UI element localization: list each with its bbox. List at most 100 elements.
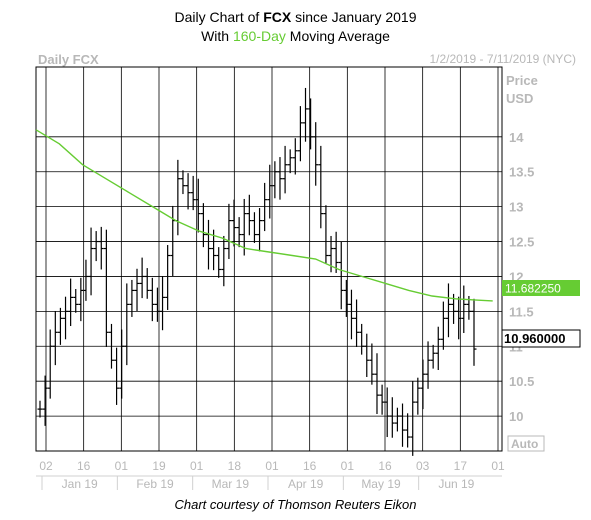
ohlc-bar bbox=[129, 279, 135, 317]
chart-header: Daily FCX 1/2/2019 - 7/11/2019 (NYC) bbox=[34, 50, 578, 68]
ohlc-bar bbox=[318, 145, 324, 229]
ohlc-bar bbox=[175, 159, 181, 236]
x-day-label: 18 bbox=[228, 459, 242, 473]
ohlc-bar bbox=[47, 329, 53, 399]
ohlc-bar bbox=[338, 241, 344, 310]
x-month-label: Apr 19 bbox=[288, 477, 324, 491]
ohlc-bar bbox=[425, 341, 431, 389]
x-day-label: 17 bbox=[454, 459, 468, 473]
x-day-label: 01 bbox=[341, 459, 355, 473]
ma-period: 160-Day bbox=[232, 28, 286, 44]
ohlc-bar bbox=[57, 307, 63, 345]
ohlc-bar bbox=[359, 323, 365, 355]
price-axis-title: Price USD bbox=[506, 72, 538, 108]
ohlc-bar bbox=[78, 277, 84, 322]
ohlc-bar bbox=[343, 279, 349, 317]
ohlc-bar bbox=[323, 205, 329, 264]
ohlc-bar bbox=[415, 377, 421, 415]
ohlc-bar bbox=[400, 403, 406, 447]
x-day-label: 01 bbox=[491, 459, 505, 473]
ohlc-bar bbox=[277, 157, 283, 200]
ohlc-bar bbox=[456, 296, 462, 340]
ohlc-bar bbox=[267, 164, 273, 219]
ohlc-bar bbox=[384, 387, 390, 438]
chart-title: Daily Chart of FCX since January 2019 Wi… bbox=[0, 8, 591, 46]
ohlc-bar bbox=[272, 161, 278, 199]
x-day-label: 03 bbox=[416, 459, 430, 473]
last-value-text: 10.960000 bbox=[504, 331, 565, 346]
auto-scale-button[interactable]: Auto bbox=[507, 435, 545, 452]
ohlc-bar bbox=[144, 268, 150, 299]
x-month-label: Jun 19 bbox=[438, 477, 474, 491]
y-tick-label: 13.5 bbox=[509, 165, 534, 180]
ohlc-bar bbox=[282, 145, 288, 194]
ohlc-bar bbox=[103, 229, 109, 347]
x-day-label: 16 bbox=[77, 459, 91, 473]
ohlc-bar bbox=[119, 329, 125, 399]
ohlc-bar bbox=[134, 268, 140, 312]
ohlc-bar bbox=[333, 231, 339, 273]
price-bars bbox=[37, 87, 477, 456]
ma-value-text: 11.682250 bbox=[505, 282, 561, 296]
ohlc-bar bbox=[364, 333, 370, 377]
ohlc-bar bbox=[405, 413, 411, 448]
moving-average-line bbox=[35, 129, 493, 302]
ohlc-bar bbox=[410, 381, 416, 456]
date-range-label: 1/2/2019 - 7/11/2019 (NYC) bbox=[429, 52, 576, 66]
x-day-label: 01 bbox=[115, 459, 129, 473]
ohlc-bar bbox=[93, 231, 99, 262]
ohlc-bar bbox=[374, 353, 380, 414]
y-tick-label: 12.5 bbox=[509, 235, 534, 250]
ohlc-bar bbox=[98, 226, 104, 270]
ohlc-bar bbox=[430, 344, 436, 369]
ohlc-bar bbox=[139, 257, 145, 299]
ohlc-bar bbox=[348, 289, 354, 340]
ohlc-bar bbox=[440, 301, 446, 350]
last-value-badge: 10.960000 bbox=[501, 329, 581, 348]
ohlc-bar bbox=[190, 175, 196, 211]
ohlc-bar bbox=[369, 343, 375, 385]
ohlc-bar bbox=[195, 178, 201, 233]
ohlc-bar bbox=[205, 219, 211, 270]
ohlc-bar bbox=[42, 375, 48, 426]
ohlc-bar bbox=[88, 227, 94, 296]
plot-frame bbox=[35, 66, 503, 452]
ohlc-bar bbox=[83, 259, 89, 301]
ohlc-bar bbox=[262, 182, 268, 232]
y-tick-label: 13 bbox=[509, 200, 523, 215]
chart-credit: Chart courtesy of Thomson Reuters Eikon bbox=[174, 497, 417, 512]
ohlc-bar bbox=[216, 247, 222, 278]
ohlc-bar bbox=[211, 229, 217, 271]
ohlc-bar bbox=[292, 138, 298, 175]
ohlc-bar bbox=[114, 347, 120, 405]
x-month-label: Mar 19 bbox=[212, 477, 250, 491]
y-tick-label: 10.5 bbox=[509, 374, 534, 389]
instrument-label: Daily FCX bbox=[38, 52, 99, 67]
ohlc-bar bbox=[200, 203, 206, 248]
ohlc-bar bbox=[124, 283, 130, 366]
ticker: FCX bbox=[263, 9, 292, 25]
ohlc-bar bbox=[241, 198, 247, 256]
ohlc-bar bbox=[435, 326, 441, 371]
title-line-1: Daily Chart of FCX since January 2019 bbox=[174, 9, 417, 25]
y-tick-label: 14 bbox=[509, 130, 524, 145]
x-axis-ticks: 02 16 01 19 01 18 01 16 01 16 03 17 01 Jan 19 Feb 19 Ma… bbox=[36, 459, 505, 491]
ma-value-badge: 11.682250 bbox=[502, 280, 580, 296]
x-day-label: 19 bbox=[152, 459, 166, 473]
price-axis-title-line2: USD bbox=[506, 91, 534, 106]
ohlc-bar bbox=[471, 298, 477, 366]
x-day-label: 16 bbox=[378, 459, 392, 473]
ohlc-bar bbox=[221, 235, 227, 287]
x-day-label: 01 bbox=[190, 459, 204, 473]
x-day-label: 16 bbox=[303, 459, 317, 473]
ohlc-bar bbox=[37, 400, 43, 418]
ohlc-bar bbox=[226, 203, 232, 259]
ohlc-bar bbox=[257, 208, 263, 252]
x-month-label: Jan 19 bbox=[62, 477, 98, 491]
ohlc-bar bbox=[68, 278, 74, 327]
x-day-label: 01 bbox=[265, 459, 279, 473]
ohlc-bar bbox=[63, 296, 69, 340]
ohlc-bar bbox=[308, 98, 314, 150]
title-line-2: With 160-Day Moving Average bbox=[201, 28, 390, 44]
ohlc-bar bbox=[445, 283, 451, 338]
